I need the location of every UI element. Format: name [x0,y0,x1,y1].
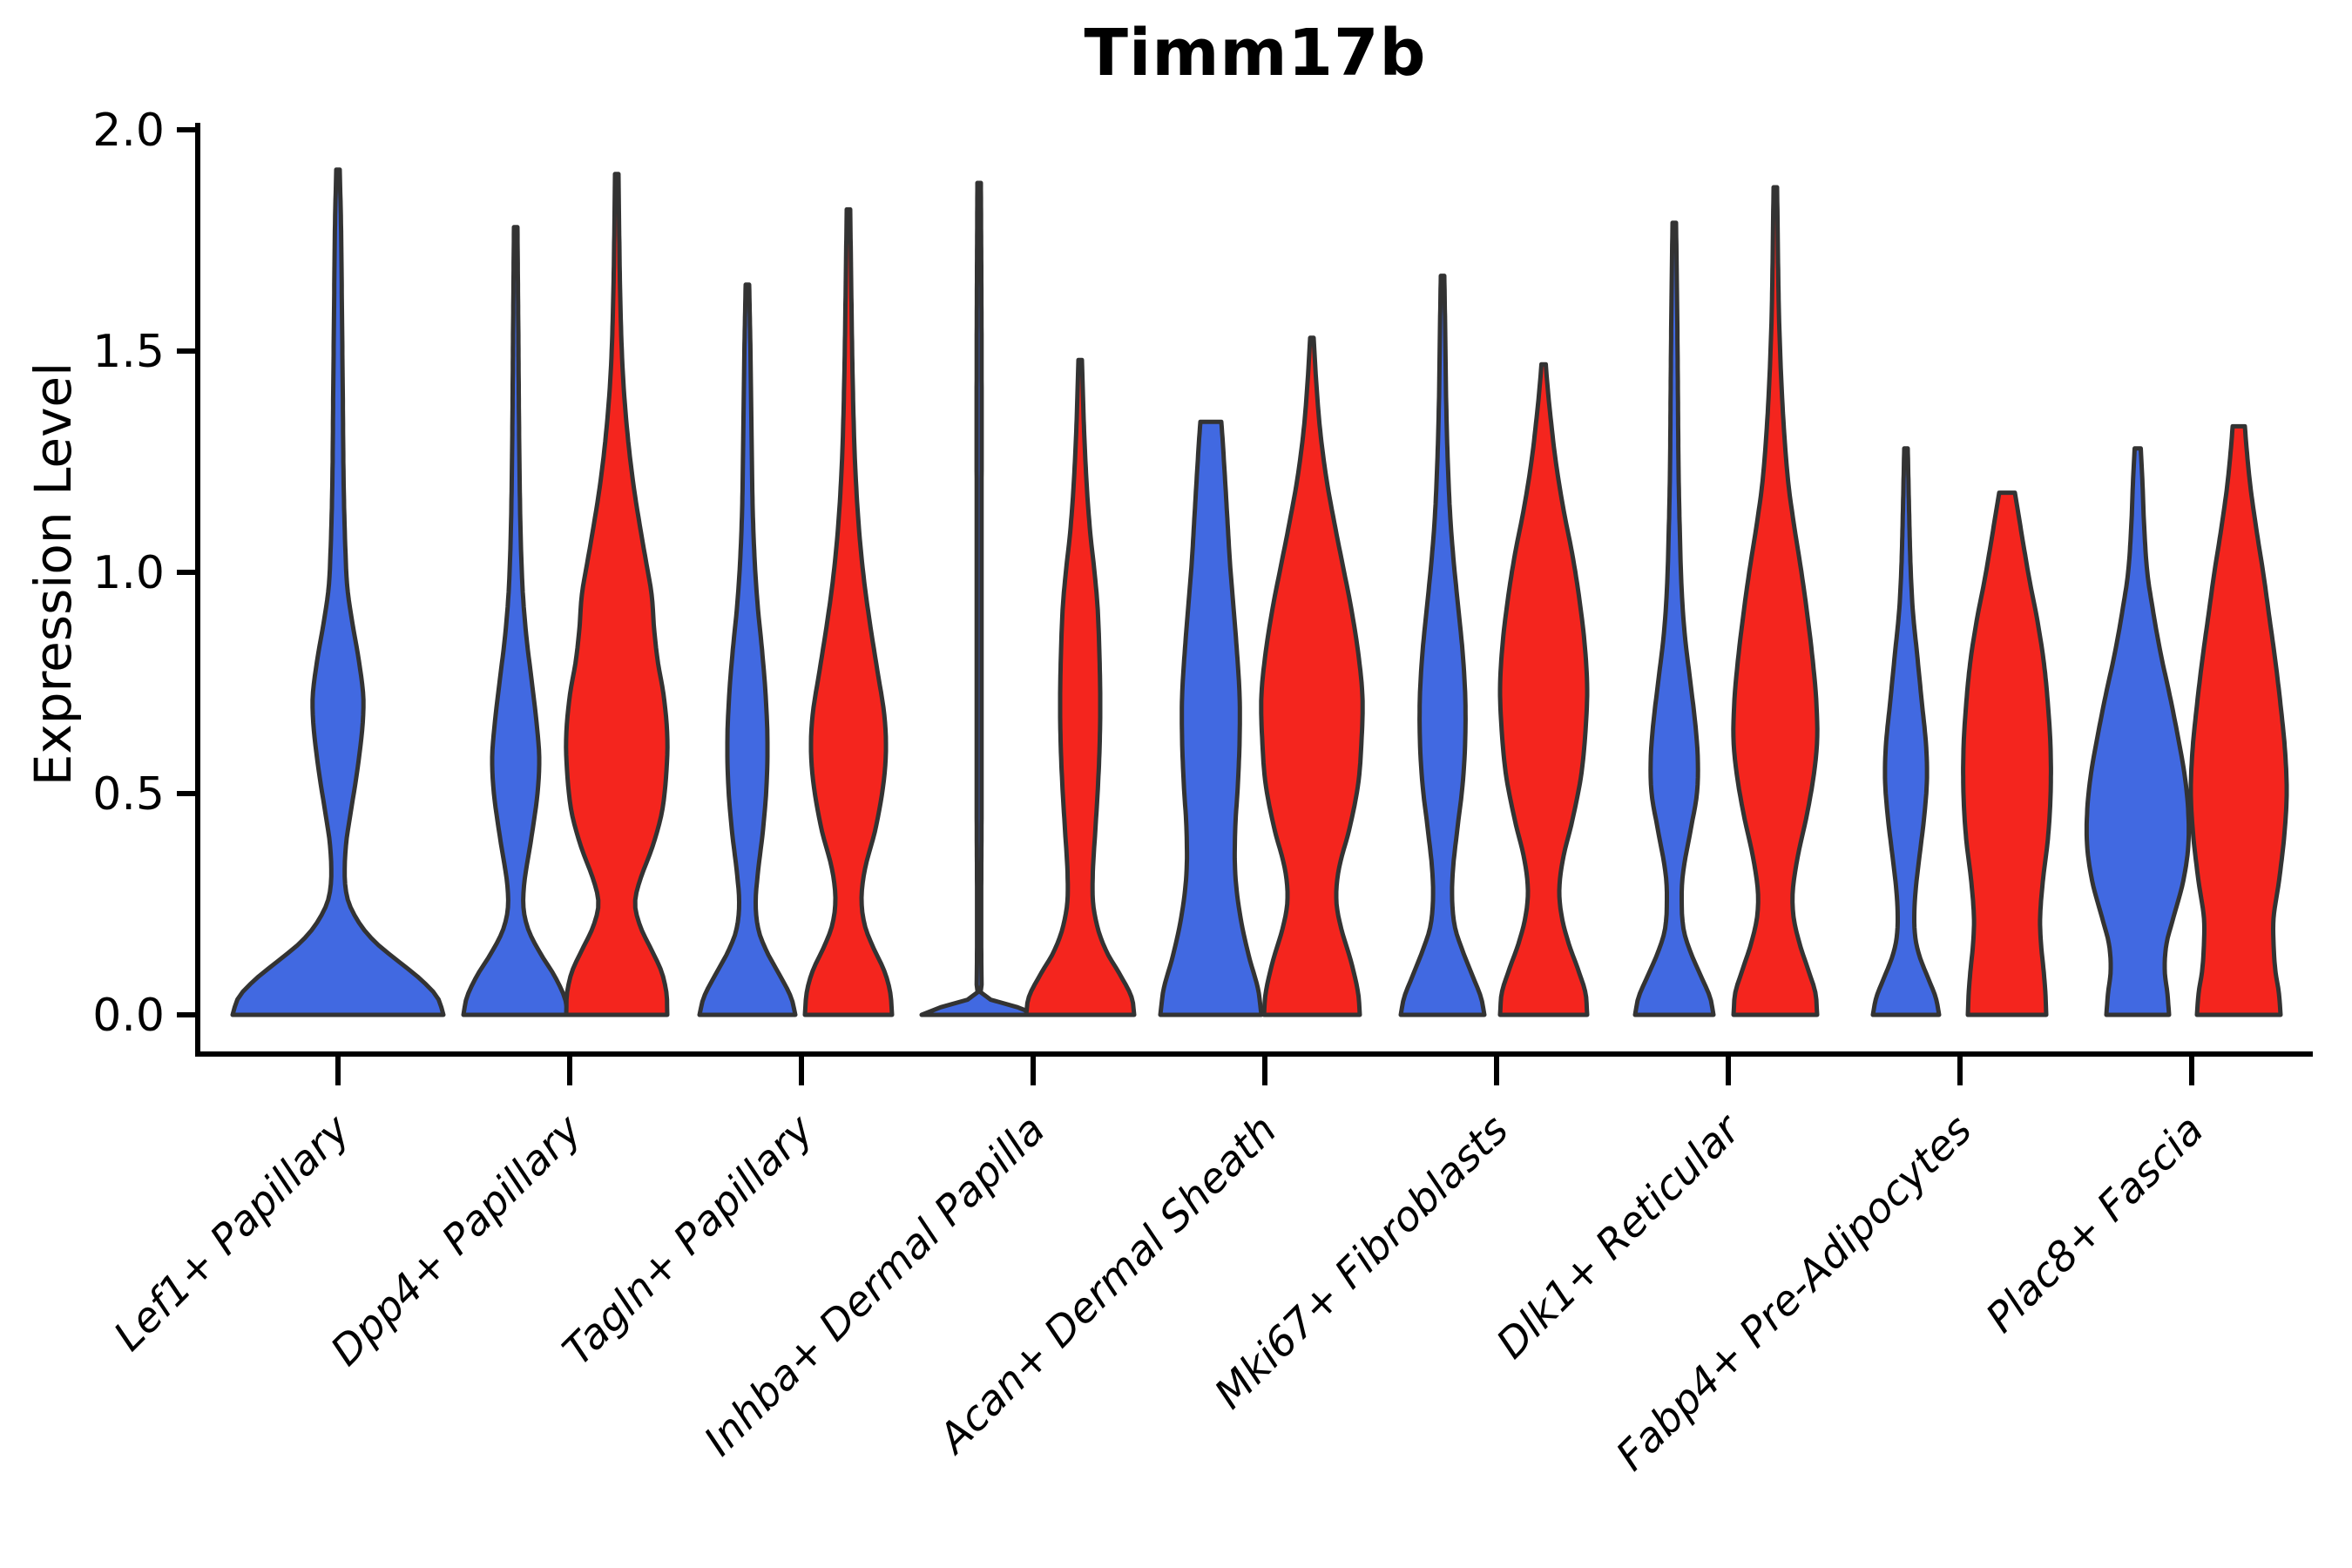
x-tick-label-6: Dlk1+ Reticular [1488,1105,1752,1369]
x-tick-label-1: Dpp4+ Papillary [321,1105,591,1375]
x-tick-label-0: Lef1+ Papillary [105,1105,360,1361]
violin-blue-8 [2084,446,2192,1017]
violin-red-5 [1497,362,1590,1017]
violin-red-6 [1731,185,1820,1017]
violin-red-2 [802,206,895,1017]
violin-blue-6 [1632,220,1716,1017]
violin-blue-7 [1870,446,1942,1017]
chart-title: Timm17b [1084,16,1427,91]
violin-red-3 [1024,357,1137,1017]
violin-blue-4 [1158,419,1264,1017]
y-tick-label-3: 1.5 [92,326,165,378]
y-axis-label: Expression Level [24,362,83,787]
violin-red-8 [2188,423,2289,1017]
y-tick-label-4: 2.0 [92,105,165,157]
violin-blue-5 [1398,274,1487,1017]
x-tick-label-8: Plac8+ Fascia [1977,1106,2213,1342]
x-tick-label-2: Tagln+ Papillary [554,1105,824,1375]
y-tick-label-0: 0.0 [92,990,165,1042]
violin-blue-0 [230,167,446,1017]
violin-blue-3 [919,180,1039,1017]
violin-red-7 [1961,490,2053,1017]
y-tick-label-2: 1.0 [92,547,165,599]
violin-red-1 [564,172,670,1017]
violin-red-4 [1259,335,1365,1017]
violin-blue-2 [697,282,798,1017]
y-tick-label-1: 0.5 [92,768,165,821]
violin-blue-1 [461,225,571,1017]
